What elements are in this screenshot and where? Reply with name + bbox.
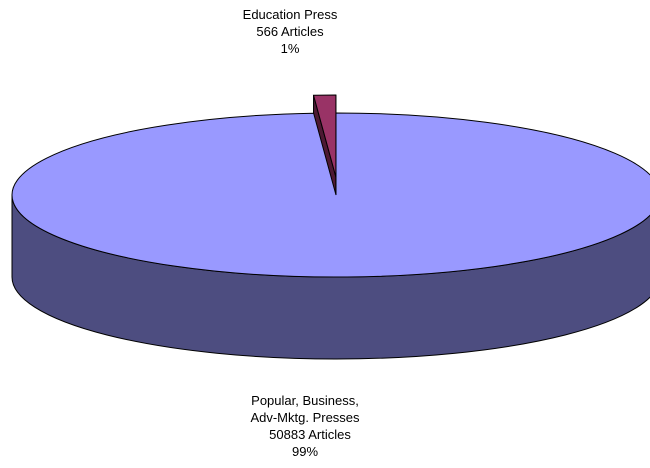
slice-percent-popular: 99% [291, 444, 319, 459]
slice-percent-education: 1% [280, 41, 300, 56]
slice-count-education: 566 Articles [256, 24, 324, 39]
slice-label-popular-line2: Adv-Mktg. Presses [250, 410, 360, 425]
slice-top-popular [11, 112, 650, 278]
slice-label-education: Education Press 566 Articles 1% [220, 6, 360, 57]
slice-label-popular-line1: Popular, Business, [251, 393, 359, 408]
slice-top-education [312, 94, 337, 178]
slice-label-popular: Popular, Business, Adv-Mktg. Presses 508… [215, 392, 395, 460]
slice-label-education-line1: Education Press [242, 7, 338, 22]
slice-count-popular: 50883 Articles [269, 427, 351, 442]
